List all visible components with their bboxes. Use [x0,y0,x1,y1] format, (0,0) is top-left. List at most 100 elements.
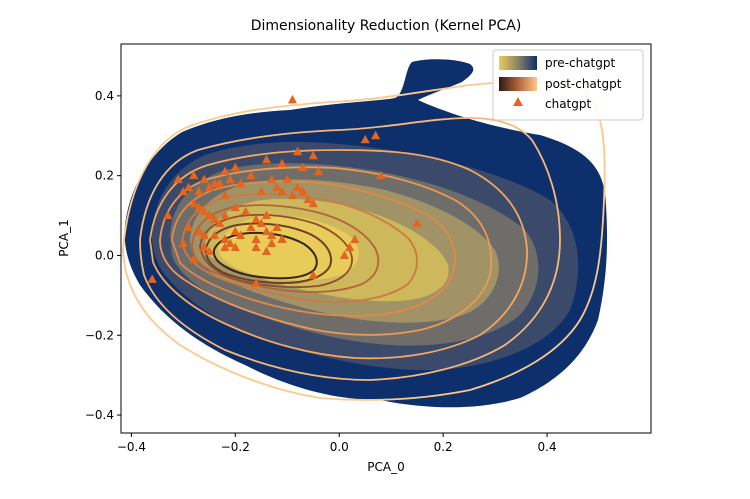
chatgpt-point [230,226,240,236]
chatgpt-point [194,226,204,236]
chatgpt-point [251,278,261,287]
chatgpt-point [230,242,240,251]
chatgpt-point [272,222,282,232]
chatgpt-point [220,234,230,243]
post-chatgpt-level-2 [139,117,561,381]
chatgpt-point [230,202,240,212]
chatgpt-point [199,242,209,251]
chatgpt-point [251,214,261,224]
post-chatgpt-level-8 [199,213,353,289]
chatgpt-point [189,198,199,208]
legend-post-chatgpt-swatch [499,77,537,91]
chatgpt-point [209,214,220,224]
chatgpt-point [220,242,230,251]
chatgpt-point [235,230,246,240]
chatgpt-point [147,274,157,283]
chatgpt-point [183,182,194,192]
x-tick-label: −0.2 [221,440,250,454]
chatgpt-point [220,190,230,200]
chatgpt-point [282,174,292,184]
chatgpt-point [267,174,277,184]
chatgpt-point [189,170,199,180]
legend-chatgpt-label: chatgpt [545,97,591,111]
legend-chatgpt-marker [513,97,523,106]
chatgpt-point [241,206,251,216]
chatgpt-point [303,194,313,204]
chatgpt-point [293,146,303,156]
y-tick-label: 0.4 [95,89,114,103]
chatgpt-point [293,182,303,192]
chatgpt-point [261,210,272,220]
x-tick-label: 0.4 [538,440,557,454]
post-chatgpt-level-1 [122,80,606,401]
chatgpt-point [163,210,173,220]
chatgpt-point [189,254,199,263]
chatgpt-point [225,174,235,184]
chatgpt-point [277,158,287,168]
chatgpt-point [178,186,188,196]
chatgpt-point [225,238,235,247]
chatgpt-point [261,226,272,236]
chatgpt-point [215,178,225,188]
chatgpt-point [360,134,370,144]
post-chatgpt-level-6 [181,193,418,303]
post-chatgpt-level-10 [212,231,318,280]
chatgpt-point [199,174,209,184]
chatgpt-point [298,186,308,196]
chatgpt-point [308,270,318,279]
chatgpt-point [204,182,214,192]
chatgpt-point [194,186,204,196]
chatgpt-point [272,182,282,192]
chatgpt-point [267,238,277,247]
chatgpt-point [251,234,261,243]
chatgpt-point [173,174,183,184]
chatgpt-point [350,234,360,243]
post-chatgpt-level-3 [149,149,528,360]
chatgpt-point [209,230,220,240]
chatgpt-point [246,170,256,180]
chatgpt-point [251,242,261,251]
plot-area [122,59,608,408]
chatgpt-point [287,190,298,200]
chatgpt-point [261,246,272,255]
legend: pre-chatgpt post-chatgpt chatgpt [492,49,644,121]
chatgpt-point [298,162,308,172]
y-tick-label: 0.0 [95,248,114,262]
chatgpt-point [235,178,246,188]
x-axis: −0.4 −0.2 0.0 0.2 0.4 [117,433,557,454]
chatgpt-point [308,198,318,208]
chatgpt-point [345,242,355,251]
chatgpt-point [261,154,272,164]
chart-title: Dimensionality Reduction (Kernel PCA) [251,18,522,34]
post-chatgpt-level-4 [159,166,493,336]
y-axis-label: PCA_1 [57,219,71,256]
post-chatgpt-contours [122,80,606,401]
plot-frame [120,43,652,434]
y-tick-label: −0.4 [85,408,114,422]
pre-chatgpt-level-6 [218,215,359,281]
chatgpt-point [230,162,240,172]
chatgpt-point [199,206,209,216]
chatgpt-point [371,130,381,140]
y-tick-label: 0.2 [95,169,114,183]
chatgpt-point [277,186,287,196]
y-axis: −0.4 −0.2 0.0 0.2 0.4 [85,89,121,422]
chatgpt-point [183,222,194,232]
chatgpt-point [246,222,256,232]
chatgpt-point [277,234,287,243]
x-axis-label: PCA_0 [367,460,404,474]
chatgpt-point [339,250,350,259]
chatgpt-point [215,218,225,228]
x-tick-label: 0.2 [434,440,453,454]
legend-pre-chatgpt-swatch [499,56,537,70]
chatgpt-point [204,210,214,220]
y-tick-label: −0.2 [85,328,114,342]
chatgpt-point [204,246,214,255]
post-chatgpt-level-7 [191,204,380,293]
chatgpt-point [256,218,266,228]
chatgpt-point [376,170,386,180]
chatgpt-point [313,166,324,176]
chatgpt-point [199,230,209,240]
chatgpt-point [220,166,230,176]
